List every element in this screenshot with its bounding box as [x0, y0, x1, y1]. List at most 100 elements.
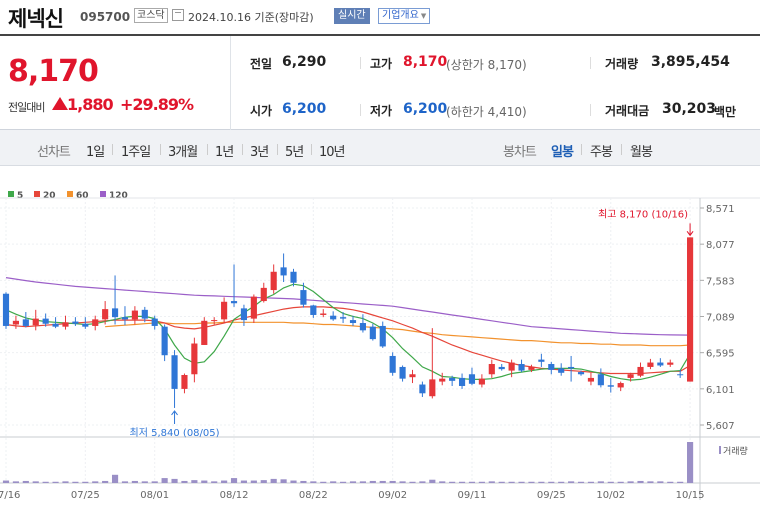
volume-bar: [399, 481, 406, 483]
volume-bar: [82, 481, 89, 483]
volume-bar: [320, 481, 327, 483]
lower-limit: (하한가 4,410): [446, 105, 527, 119]
candle-body: [597, 374, 604, 386]
low-label: 저가: [370, 104, 393, 118]
tab-3m[interactable]: 3개월: [168, 145, 198, 160]
volume-bar: [240, 480, 248, 483]
x-tick-label: 10/15: [676, 490, 705, 501]
divider: [621, 144, 622, 155]
candle-body: [419, 384, 426, 394]
legend-swatch-60: [67, 191, 73, 197]
tab-monthly[interactable]: 월봉: [630, 145, 653, 160]
calendar-icon: [172, 9, 184, 21]
volume-bar: [429, 479, 436, 483]
divider: [360, 57, 361, 69]
tab-weekly[interactable]: 주봉: [590, 145, 613, 160]
volume-bar: [478, 481, 485, 483]
base-date: 2024.10.16 기준(장마감): [188, 11, 314, 24]
candle-body: [161, 326, 168, 356]
candle-body: [468, 374, 476, 384]
candle-body: [280, 267, 287, 276]
volume-bar: [508, 481, 515, 483]
volume-bar: [12, 481, 19, 483]
tab-daily[interactable]: 일봉: [551, 145, 574, 160]
candle-body: [320, 313, 327, 315]
candle-body: [181, 374, 188, 389]
volume-bar: [627, 481, 634, 483]
market-badge: 코스닥: [134, 8, 168, 23]
volume-bar: [151, 481, 158, 483]
company-overview-dropdown[interactable]: 기업개요 ▼: [378, 8, 431, 24]
low-value: 6,200: [403, 101, 448, 117]
ma20-line: [5, 306, 691, 375]
y-tick-label: 6,595: [706, 349, 735, 360]
x-tick-label: 07/16: [0, 490, 20, 501]
volume-bar: [538, 481, 545, 483]
candle-body: [548, 364, 555, 370]
volume-bar: [389, 480, 396, 483]
candle-body: [102, 309, 109, 320]
tab-1y[interactable]: 1년: [215, 145, 234, 160]
volume-bar: [597, 481, 604, 483]
tab-1d[interactable]: 1일: [86, 145, 105, 160]
tab-5y[interactable]: 5년: [285, 145, 304, 160]
tab-10y[interactable]: 10년: [319, 145, 345, 160]
candle-body: [607, 385, 614, 387]
volume-bar: [102, 480, 109, 483]
x-tick-label: 10/02: [596, 490, 625, 501]
candle-body: [300, 290, 307, 305]
volume-bar: [111, 474, 119, 483]
open-label: 시가: [250, 104, 273, 118]
candle-body: [439, 378, 446, 382]
current-price: 8,170: [8, 54, 99, 89]
candle-body: [2, 293, 10, 326]
divider: [277, 144, 278, 155]
volume-bar: [518, 481, 525, 483]
volume-bar: [230, 478, 238, 483]
price-summary: 8,170 전일대비 1,880 +29.89% 전일 6,290 고가 8,1…: [0, 34, 760, 130]
x-tick-label: 09/02: [378, 490, 407, 501]
realtime-button[interactable]: 실시간: [334, 8, 370, 24]
divider: [242, 144, 243, 155]
volume-bar: [587, 481, 595, 483]
candle-body: [667, 362, 674, 365]
volume-bar: [498, 481, 505, 483]
divider: [311, 144, 312, 155]
y-tick-label: 7,089: [706, 313, 735, 324]
volume-bar: [558, 481, 565, 483]
x-tick-label: 07/25: [71, 490, 100, 501]
line-chart-label[interactable]: 선차트: [37, 145, 71, 160]
ma120-line: [5, 277, 691, 336]
volume-bar: [548, 481, 555, 483]
candle-body: [528, 366, 535, 370]
candle-body: [201, 320, 208, 345]
x-tick-label: 08/01: [140, 490, 169, 501]
legend-label-60: 60: [76, 191, 89, 201]
candle-body: [627, 374, 634, 378]
volume-bar: [270, 478, 277, 483]
volume-bar: [409, 481, 416, 483]
company-overview-label: 기업개요: [382, 10, 419, 21]
candle-chart-label[interactable]: 봉차트: [503, 145, 537, 160]
tab-1w[interactable]: 1주일: [121, 145, 151, 160]
candle-body: [399, 366, 406, 379]
volume-bar: [32, 481, 39, 483]
divider: [581, 144, 582, 155]
candle-body: [330, 315, 337, 320]
volume-bar: [647, 481, 654, 483]
volume-bar: [260, 480, 267, 483]
divider: [360, 104, 361, 116]
chevron-down-icon: ▼: [420, 12, 427, 20]
volume-bar: [221, 480, 228, 483]
prev-close-label: 전일: [250, 57, 273, 71]
tab-3y[interactable]: 3년: [250, 145, 269, 160]
volume-bar: [667, 481, 674, 483]
candle-body: [310, 305, 317, 315]
volume-bar: [250, 480, 257, 483]
candle-body: [488, 364, 495, 375]
volume-bar: [449, 481, 456, 483]
legend-swatch-120: [100, 191, 106, 197]
volume-bar: [577, 481, 585, 483]
candle-body: [508, 362, 515, 371]
x-tick-label: 09/25: [537, 490, 566, 501]
